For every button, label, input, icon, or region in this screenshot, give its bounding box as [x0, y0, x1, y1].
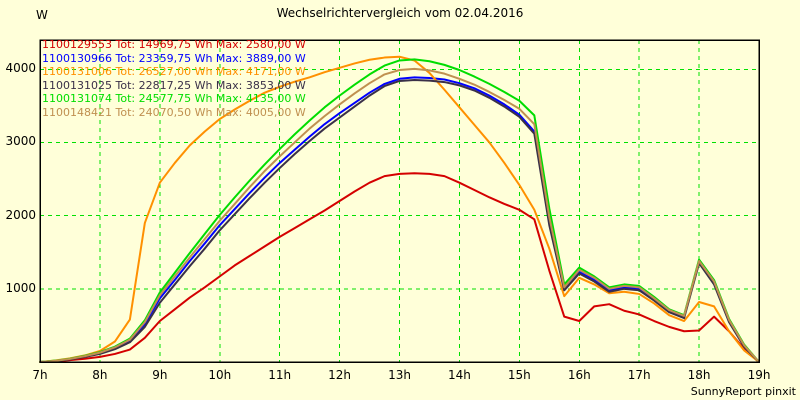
legend-entry-max: Max: 3889,00 W — [215, 51, 306, 65]
legend-entry: 1100131074 Tot: 24577,75 Wh Max: 4135,00… — [42, 92, 306, 106]
x-tick-label: 13h — [388, 368, 411, 382]
legend-entry-total: Tot: 22817,25 Wh — [115, 78, 216, 92]
data-series-line — [39, 58, 760, 363]
data-series-line — [39, 55, 760, 363]
legend-entry-total: Tot: 14969,75 Wh — [115, 38, 216, 51]
y-tick-label: 3000 — [5, 134, 36, 149]
data-series-line — [39, 79, 760, 363]
chart-legend: 1100129553 Tot: 14969,75 Wh Max: 2580,00… — [42, 38, 306, 119]
legend-entry-total: Tot: 26527,00 Wh — [115, 65, 216, 78]
x-tick-label: 15h — [507, 368, 531, 382]
x-tick-label: 14h — [447, 368, 471, 382]
legend-entry-id: 1100130966 — [42, 51, 116, 65]
legend-entry: 1100131025 Tot: 22817,25 Wh Max: 3853,00… — [42, 79, 306, 93]
legend-entry-max: Max: 4171,00 W — [215, 65, 306, 78]
legend-entry-id: 1100129553 — [42, 38, 116, 51]
data-series-line — [39, 172, 760, 363]
legend-entry-id: 1100131074 — [42, 92, 116, 105]
legend-entry-total: Tot: 24070,50 Wh — [115, 105, 216, 119]
x-tick-label: 17h — [627, 368, 651, 382]
y-tick-label: 1000 — [5, 280, 36, 295]
y-tick-label: 4000 — [5, 61, 36, 76]
legend-entry-id: 1100148421 — [42, 105, 116, 119]
legend-entry-max: Max: 4135,00 W — [215, 92, 306, 105]
grid-layer — [40, 40, 759, 362]
y-tick-label: 2000 — [5, 207, 36, 222]
series-layer — [39, 55, 760, 363]
x-tick-label: 8h — [92, 368, 108, 382]
x-tick-label: 16h — [567, 368, 591, 382]
x-tick-label: 19h — [747, 368, 771, 382]
data-series-line — [39, 76, 760, 363]
legend-entry: 1100148421 Tot: 24070,50 Wh Max: 4005,00… — [42, 106, 306, 120]
plot-border — [39, 39, 760, 363]
legend-entry-max: Max: 2580,00 W — [215, 38, 306, 51]
legend-entry: 1100131006 Tot: 26527,00 Wh Max: 4171,00… — [42, 65, 306, 79]
legend-entry: 1100129553 Tot: 14969,75 Wh Max: 2580,00… — [42, 38, 306, 52]
x-tick-label: 10h — [208, 368, 232, 382]
legend-entry-max: Max: 4005,00 W — [215, 105, 306, 119]
y-axis-unit-label: W — [36, 8, 48, 22]
plot-frame — [39, 39, 760, 363]
legend-entry-id: 1100131025 — [42, 78, 116, 92]
x-tick-label: 9h — [152, 368, 168, 382]
legend-entry-id: 1100131006 — [42, 65, 116, 78]
x-tick-label: 18h — [687, 368, 711, 382]
footer-credit: SunnyReport pinxit — [690, 385, 796, 398]
legend-entry: 1100130966 Tot: 23359,75 Wh Max: 3889,00… — [42, 52, 306, 66]
x-tick-label: 11h — [268, 368, 292, 382]
page-title: Wechselrichtervergleich vom 02.04.2016 — [276, 6, 524, 20]
data-series-line — [39, 67, 760, 363]
legend-entry-total: Tot: 23359,75 Wh — [115, 51, 216, 65]
x-tick-label: 12h — [328, 368, 352, 382]
legend-entry-total: Tot: 24577,75 Wh — [115, 92, 216, 105]
x-tick-label: 7h — [32, 368, 48, 382]
legend-entry-max: Max: 3853,00 W — [215, 78, 306, 92]
